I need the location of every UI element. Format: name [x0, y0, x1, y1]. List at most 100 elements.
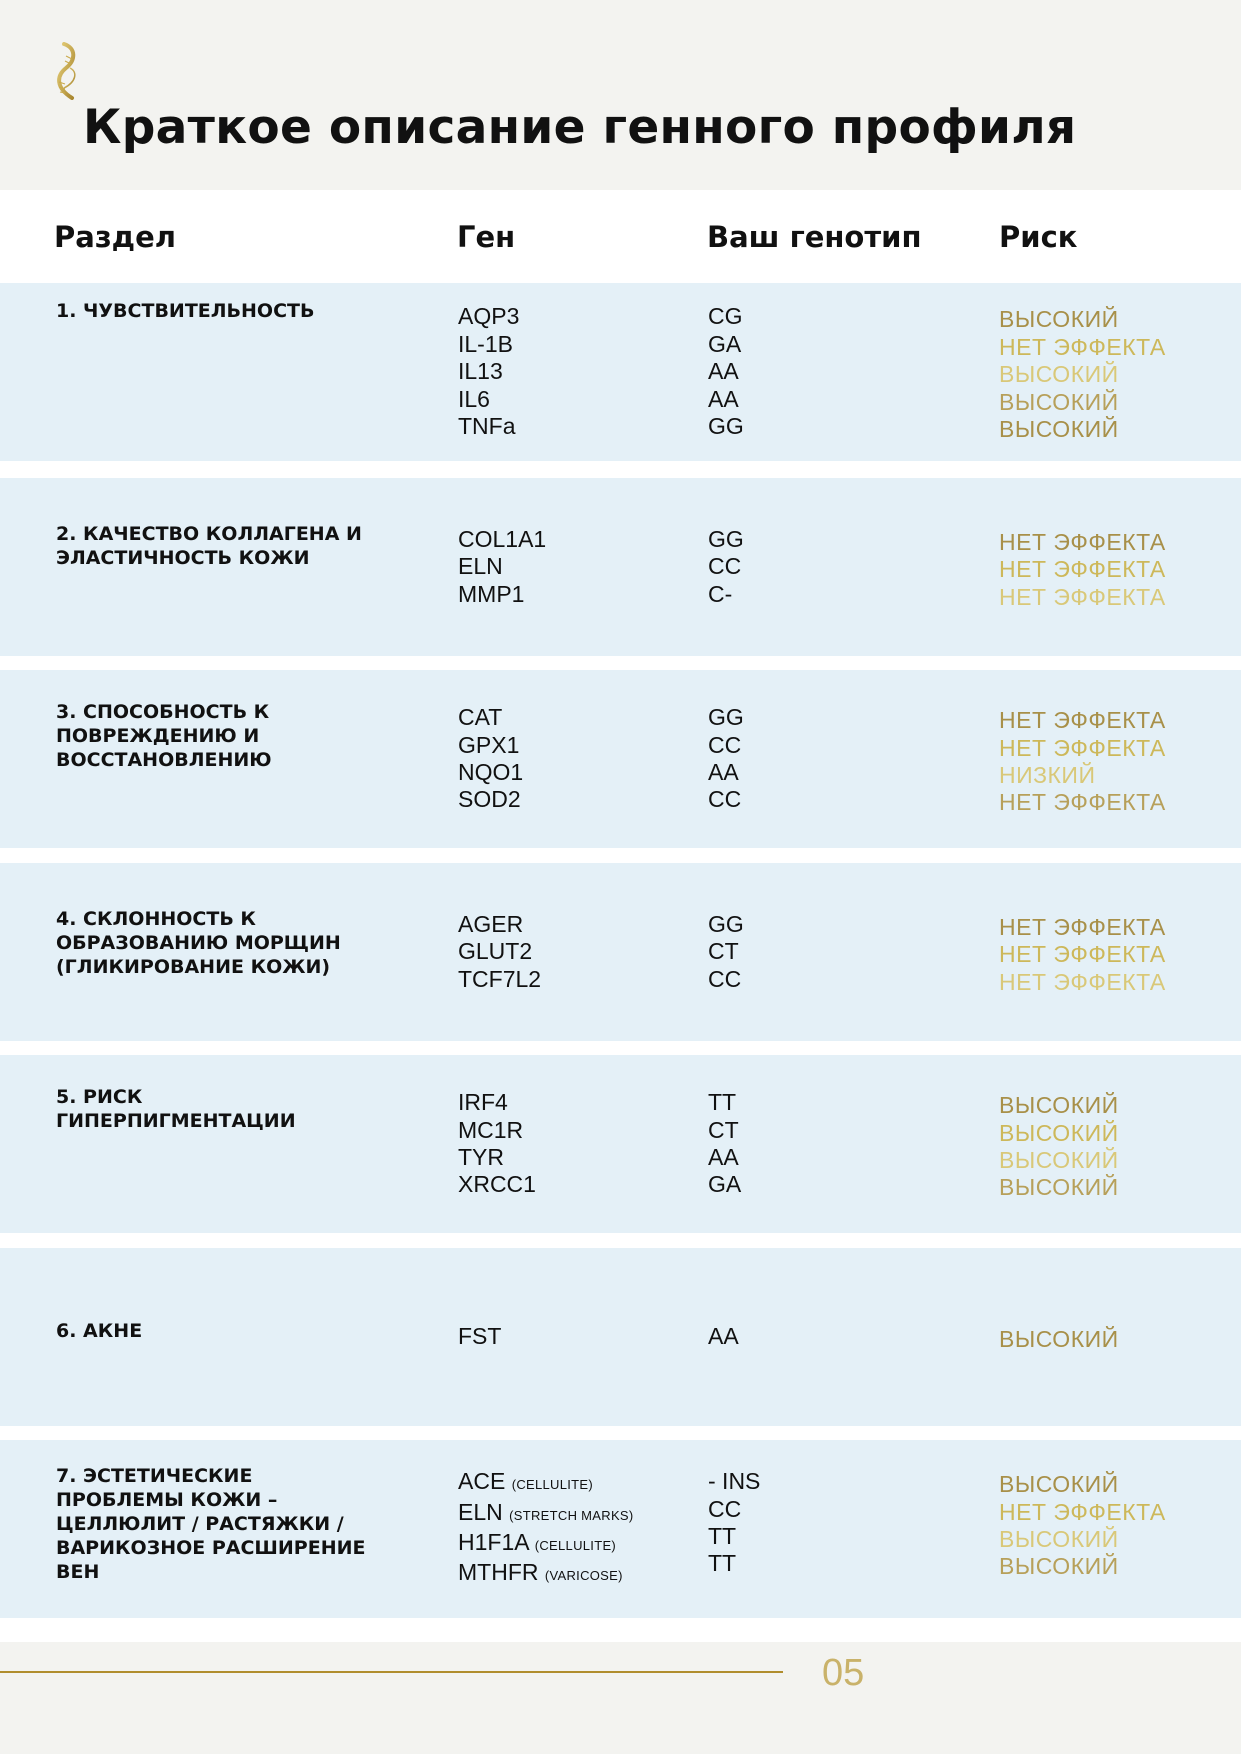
genotype-value: C-	[708, 580, 733, 607]
gene-item: XRCC1	[458, 1171, 698, 1198]
gene-name: TCF7L2	[458, 965, 542, 992]
genotype-list: - INS CC TT TT	[708, 1468, 760, 1578]
row-content: 3. Способность к повреждению и восстанов…	[0, 701, 1241, 817]
gene-name: GPX1	[458, 731, 520, 758]
risk-value: НЕТ ЭФФЕКТА	[999, 941, 1166, 968]
risk-value: НЕТ ЭФФЕКТА	[999, 556, 1166, 583]
gene-note: (VARICOSE)	[544, 1568, 623, 1584]
risk-value: НЕТ ЭФФЕКТА	[999, 789, 1166, 816]
gene-note: (CELLULITE)	[534, 1538, 617, 1553]
risk-value: ВЫСОКИЙ	[999, 416, 1119, 443]
section-label: 7. Эстетические проблемы кожи – целлюлит…	[56, 1465, 366, 1584]
genotype-value: AA	[708, 1323, 739, 1350]
table-row: 4. Склонность к образованию морщин (глик…	[0, 863, 1241, 1041]
gene-item: IL-1B	[458, 331, 698, 358]
gene-name: ELN	[458, 1498, 503, 1525]
genotype-list: CG GA AA AA GG	[708, 303, 744, 440]
risk-value: ВЫСОКИЙ	[999, 1326, 1119, 1353]
genotype-value: TT	[708, 1550, 737, 1577]
risk-list: ВЫСОКИЙ НЕТ ЭФФЕКТА ВЫСОКИЙ ВЫСОКИЙ ВЫСОКИЙ	[999, 306, 1166, 443]
gene-name: MTHFR	[458, 1559, 539, 1586]
genotype-value: GA	[708, 330, 742, 357]
section-label: 6. Акне	[56, 1320, 143, 1343]
column-header-section: Раздел	[54, 220, 177, 254]
row-content: 2. Качество коллагена и эластичность кож…	[0, 523, 1241, 610]
risk-value: НЕТ ЭФФЕКТА	[999, 913, 1166, 940]
row-content: 5. Риск гиперпигментации IRF4 MC1R TYR XRCC1…	[0, 1086, 1241, 1201]
risk-value: НЕТ ЭФФЕКТА	[999, 968, 1166, 995]
page-title: Краткое описание генного профиля	[83, 100, 1077, 155]
table-row: 7. Эстетические проблемы кожи – целлюлит…	[0, 1440, 1241, 1618]
genotype-list: GG CC C-	[708, 526, 744, 608]
table-row: 5. Риск гиперпигментации IRF4 MC1R TYR XRCC1…	[0, 1055, 1241, 1233]
risk-value: ВЫСОКИЙ	[999, 1553, 1119, 1580]
genotype-value: CT	[708, 938, 739, 965]
risk-value: НИЗКИЙ	[999, 762, 1096, 788]
gene-profile-table: Раздел Ген Ваш генотип Риск 1. Чувствите…	[0, 190, 1241, 1642]
section-label: 2. Качество коллагена и эластичность кож…	[56, 522, 362, 569]
section-label: 1. Чувствительность	[56, 300, 315, 323]
risk-value: ВЫСОКИЙ	[999, 1092, 1119, 1119]
gene-name: AGER	[458, 910, 524, 937]
risk-list: ВЫСОКИЙ НЕТ ЭФФЕКТА ВЫСОКИЙ ВЫСОКИЙ	[999, 1471, 1166, 1581]
gene-name: IRF4	[458, 1089, 508, 1116]
genotype-value: GG	[708, 910, 744, 937]
gene-item: IRF4	[458, 1089, 698, 1116]
gene-item: GLUT2	[458, 938, 698, 965]
dna-helix-icon	[57, 42, 76, 100]
gene-item: IL6	[458, 386, 698, 413]
gene-name: TYR	[458, 1144, 504, 1170]
gene-name: CAT	[458, 704, 503, 731]
genotype-value: TT	[708, 1089, 737, 1116]
genotype-list: AA	[708, 1323, 739, 1350]
risk-value: ВЫСОКИЙ	[999, 1174, 1119, 1201]
gene-name: AQP3	[458, 303, 520, 330]
page-number: 05	[822, 1652, 865, 1694]
row-content: 1. Чувствительность AQP3 IL-1B IL13 IL6 TNFa C…	[0, 300, 1241, 443]
section-label: 4. Склонность к образованию морщин (глик…	[56, 907, 341, 978]
genotype-value: CC	[708, 1495, 742, 1522]
gene-note: (STRETCH MARKS)	[509, 1507, 634, 1523]
genotype-value: CG	[708, 303, 743, 330]
genotype-value: GG	[708, 413, 744, 440]
gene-name: NQO1	[458, 759, 524, 785]
gene-name: TNFa	[458, 413, 516, 440]
risk-value: ВЫСОКИЙ	[999, 361, 1119, 388]
genotype-list: GG CT CC	[708, 911, 744, 993]
gene-item: MTHFR (VARICOSE)	[458, 1559, 698, 1589]
genotype-value: GA	[708, 1171, 742, 1198]
risk-list: ВЫСОКИЙ	[999, 1326, 1119, 1353]
gene-item: ELN	[458, 553, 698, 580]
section-label: 5. Риск гиперпигментации	[56, 1086, 296, 1133]
genotype-value: AA	[708, 1144, 739, 1170]
risk-value: НЕТ ЭФФЕКТА	[999, 734, 1166, 761]
risk-value: НЕТ ЭФФЕКТА	[999, 707, 1166, 734]
gene-list: COL1A1 ELN MMP1	[458, 526, 698, 608]
genotype-value: GG	[708, 704, 744, 731]
gene-name: SOD2	[458, 786, 521, 813]
risk-value: ВЫСОКИЙ	[999, 1526, 1119, 1552]
gene-item: IL13	[458, 358, 698, 385]
gene-list: AQP3 IL-1B IL13 IL6 TNFa	[458, 303, 698, 440]
genotype-list: GG CC AA CC	[708, 704, 744, 814]
gene-item: TCF7L2	[458, 966, 698, 993]
gene-item: TYR	[458, 1144, 698, 1171]
gene-name: H1F1A	[458, 1529, 529, 1555]
gene-item: ELN (STRETCH MARKS)	[458, 1499, 698, 1529]
gene-list: CAT GPX1 NQO1 SOD2	[458, 704, 698, 814]
risk-value: НЕТ ЭФФЕКТА	[999, 528, 1166, 555]
gene-list: AGER GLUT2 TCF7L2	[458, 911, 698, 993]
page-header: Краткое описание генного профиля	[0, 0, 1241, 190]
risk-list: НЕТ ЭФФЕКТА НЕТ ЭФФЕКТА НИЗКИЙ НЕТ ЭФФЕКТА	[999, 707, 1166, 817]
gene-name: ACE	[458, 1468, 506, 1495]
risk-value: ВЫСОКИЙ	[999, 388, 1119, 415]
row-content: 7. Эстетические проблемы кожи – целлюлит…	[0, 1465, 1241, 1590]
gene-list: FST	[458, 1323, 698, 1350]
risk-value: НЕТ ЭФФЕКТА	[999, 1498, 1166, 1525]
gene-item: AQP3	[458, 303, 698, 330]
risk-value: НЕТ ЭФФЕКТА	[999, 333, 1166, 360]
gene-item: ACE (CELLULITE)	[458, 1468, 698, 1498]
table-row: 2. Качество коллагена и эластичность кож…	[0, 478, 1241, 656]
gene-item: SOD2	[458, 786, 698, 813]
gene-name: IL-1B	[458, 330, 513, 357]
